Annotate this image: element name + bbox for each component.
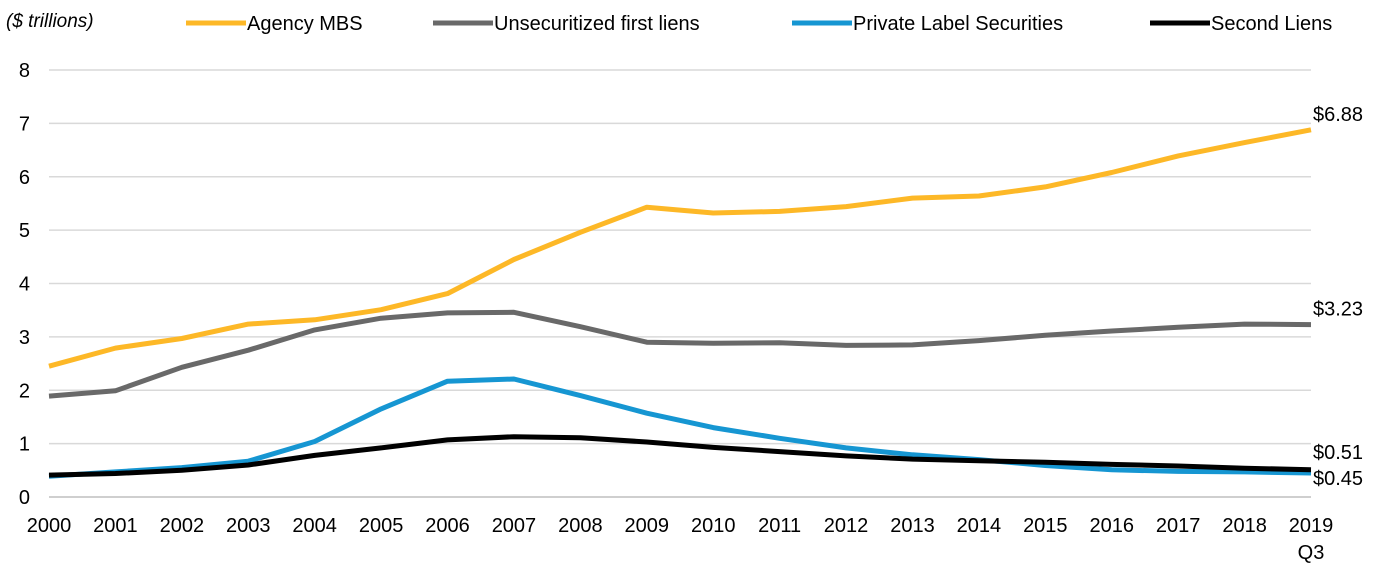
y-tick-label: 5 bbox=[19, 220, 30, 242]
series-line-second-liens bbox=[48, 434, 1312, 478]
x-tick-label: 2009 bbox=[625, 515, 670, 537]
gridlines bbox=[49, 69, 1311, 498]
y-tick-label: 7 bbox=[19, 113, 30, 135]
legend-entry: Agency MBS bbox=[247, 13, 363, 35]
x-tick-label: 2007 bbox=[492, 515, 537, 537]
y-tick-label: 1 bbox=[19, 434, 30, 456]
x-tick-label: 2019 bbox=[1289, 515, 1334, 537]
x-tick-label: 2011 bbox=[758, 515, 801, 537]
y-tick-label: 0 bbox=[19, 487, 30, 509]
x-tick-sublabel: Q3 bbox=[1298, 542, 1325, 564]
x-tick-label: 2017 bbox=[1156, 515, 1201, 537]
y-tick-label: 6 bbox=[19, 167, 30, 189]
x-tick-label: 2003 bbox=[226, 515, 271, 537]
x-tick-label: 2006 bbox=[425, 515, 470, 537]
series-line-agency-mbs bbox=[48, 127, 1312, 369]
x-tick-label: 2004 bbox=[292, 515, 337, 537]
y-tick-label: 4 bbox=[19, 274, 30, 296]
x-tick-label: 2012 bbox=[824, 515, 869, 537]
legend-entry: Private Label Securities bbox=[853, 13, 1063, 35]
x-tick-label: 2015 bbox=[1023, 515, 1068, 537]
x-tick-label: 2018 bbox=[1222, 515, 1267, 537]
x-tick-label: 2002 bbox=[160, 515, 205, 537]
legend-entry: Second Liens bbox=[1211, 13, 1332, 35]
legend: Agency MBS Unsecuritized first liens Priva… bbox=[186, 13, 1332, 35]
x-tick-label: 2001 bbox=[93, 515, 138, 537]
end-labels: $6.88 $3.23 $0.45 $0.51 bbox=[1313, 104, 1363, 490]
legend-entry: Unsecuritized first liens bbox=[494, 13, 700, 35]
x-tick-label: 2010 bbox=[691, 515, 736, 537]
y-tick-label: 2 bbox=[19, 380, 30, 402]
x-tick-label: 2014 bbox=[957, 515, 1002, 537]
y-tick-label: 8 bbox=[19, 60, 30, 82]
x-tick-label: 2005 bbox=[359, 515, 404, 537]
x-tick-label: 2008 bbox=[558, 515, 603, 537]
series-line-unsecuritized-first-liens bbox=[48, 309, 1312, 399]
y-axis-ticks: 0 1 2 3 4 5 6 7 8 bbox=[19, 60, 30, 509]
y-tick-label: 3 bbox=[19, 327, 30, 349]
x-tick-label: 2013 bbox=[890, 515, 935, 537]
end-label: $0.45 bbox=[1313, 468, 1363, 490]
end-label: $6.88 bbox=[1313, 104, 1363, 126]
end-label: $3.23 bbox=[1313, 299, 1363, 321]
x-tick-label: 2000 bbox=[27, 515, 72, 537]
end-label: $0.51 bbox=[1313, 442, 1363, 464]
unit-label: ($ trillions) bbox=[6, 11, 94, 32]
x-tick-label: 2016 bbox=[1089, 515, 1134, 537]
series-line-private-label-securities bbox=[48, 376, 1312, 479]
series-lines bbox=[48, 127, 1312, 479]
x-axis-ticks: 2000 2001 2002 2003 2004 2005 2006 2007 2008 2009… bbox=[27, 515, 1334, 564]
